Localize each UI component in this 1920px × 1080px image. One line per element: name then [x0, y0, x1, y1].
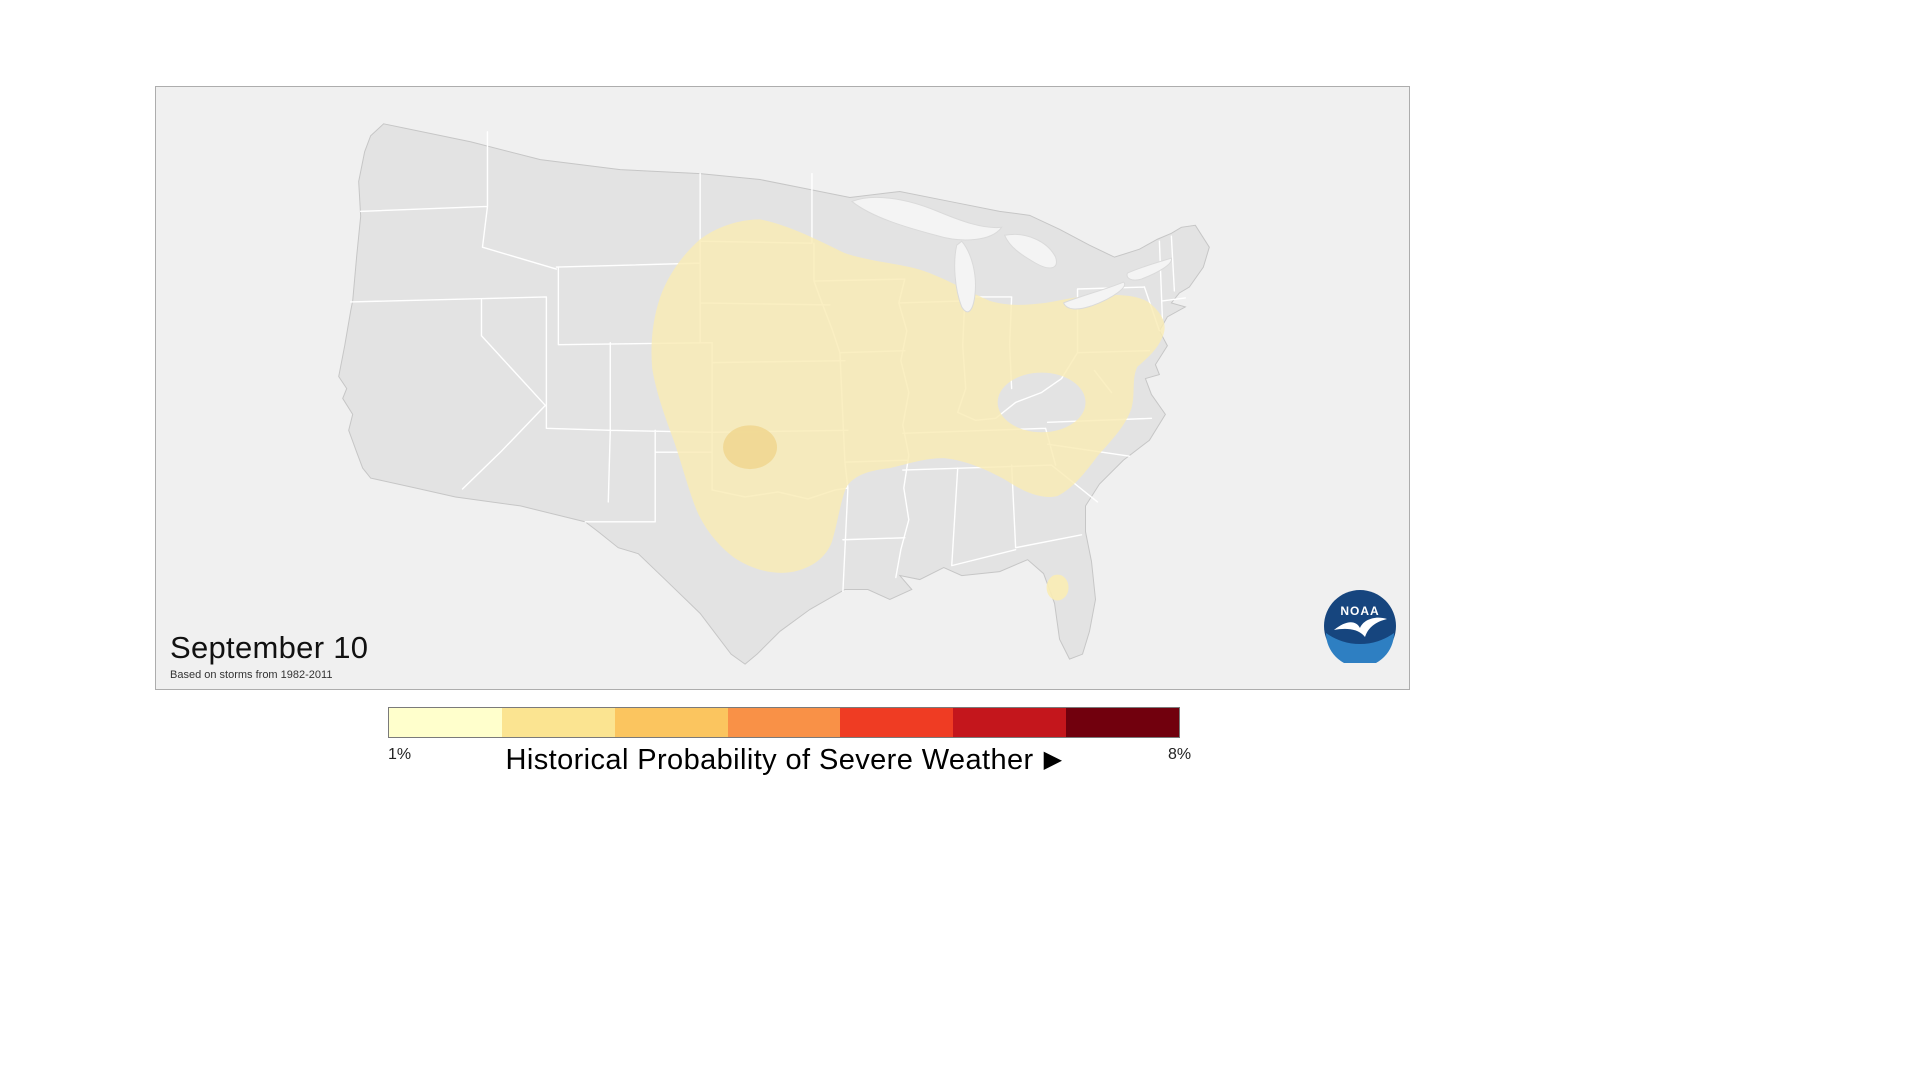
legend-color-segment	[840, 708, 954, 737]
lake-superior-icon	[850, 196, 1003, 241]
florida-hotspot	[1046, 574, 1069, 601]
us-map-svg	[338, 123, 1210, 665]
lake-michigan-icon	[954, 240, 976, 313]
date-block: September 10 Based on storms from 1982-2…	[170, 630, 368, 681]
noaa-logo: NOAA	[1324, 590, 1396, 663]
legend-title-text: Historical Probability of Severe Weather	[505, 744, 1034, 776]
lake-ontario-icon	[1126, 257, 1172, 281]
oklahoma-hotspot	[723, 425, 778, 470]
legend-color-segment	[501, 708, 615, 737]
legend-color-segment	[614, 708, 728, 737]
legend-color-segment	[389, 708, 502, 737]
noaa-circle-lower	[1326, 633, 1394, 663]
legend-scale-bar	[388, 707, 1180, 738]
noaa-gull-icon	[1334, 617, 1387, 637]
lake-huron-icon	[1003, 233, 1057, 269]
date-label: September 10	[170, 630, 369, 665]
map-panel: September 10 Based on storms from 1982-2…	[155, 86, 1410, 690]
severe-weather-region	[651, 219, 1165, 573]
legend-color-segment	[1066, 708, 1180, 737]
legend-min-label: 1%	[388, 746, 412, 763]
lake-erie-icon	[1062, 281, 1126, 310]
legend-title: Historical Probability of Severe Weather…	[388, 744, 1180, 777]
noaa-logo-text: NOAA	[1340, 604, 1379, 618]
play-arrow-icon: ▶	[1043, 746, 1063, 773]
legend-color-segment	[727, 708, 841, 737]
legend-max-label: 8%	[1168, 746, 1192, 763]
source-note: Based on storms from 1982-2011	[170, 669, 333, 681]
legend-color-segment	[953, 708, 1067, 737]
